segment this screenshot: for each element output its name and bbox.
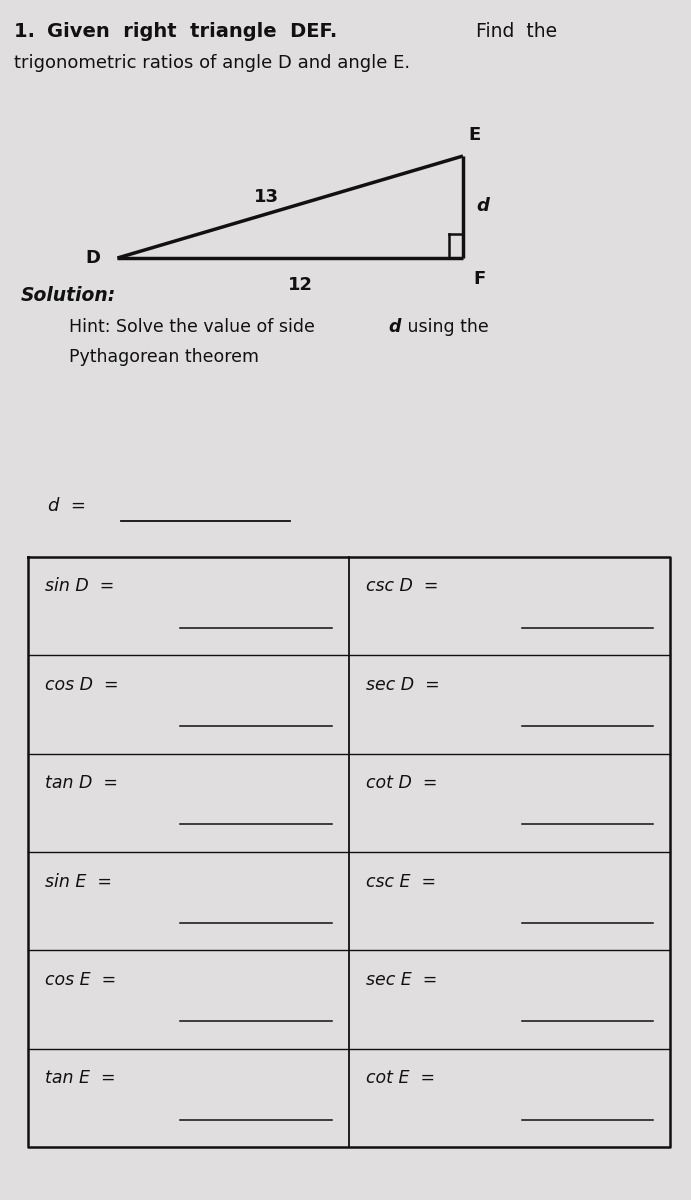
Text: cos E  =: cos E = bbox=[45, 971, 116, 989]
Text: Hint: Solve the value of side: Hint: Solve the value of side bbox=[69, 318, 321, 336]
Text: d: d bbox=[388, 318, 401, 336]
Text: tan E  =: tan E = bbox=[45, 1069, 115, 1087]
Text: using the: using the bbox=[402, 318, 489, 336]
Text: F: F bbox=[473, 270, 486, 288]
Text: csc D  =: csc D = bbox=[366, 577, 439, 595]
Text: sec E  =: sec E = bbox=[366, 971, 437, 989]
Text: cos D  =: cos D = bbox=[45, 676, 118, 694]
Text: D: D bbox=[85, 248, 100, 266]
Text: E: E bbox=[468, 126, 481, 144]
Text: 13: 13 bbox=[254, 187, 278, 206]
Text: d: d bbox=[477, 197, 490, 216]
Text: d  =: d = bbox=[48, 498, 86, 516]
Text: trigonometric ratios of angle D and angle E.: trigonometric ratios of angle D and angl… bbox=[14, 54, 410, 72]
Text: sec D  =: sec D = bbox=[366, 676, 440, 694]
Text: Find  the: Find the bbox=[470, 22, 557, 41]
Text: Solution:: Solution: bbox=[21, 286, 116, 305]
Text: sin E  =: sin E = bbox=[45, 872, 112, 890]
Text: 1.: 1. bbox=[14, 22, 41, 41]
Text: tan D  =: tan D = bbox=[45, 774, 117, 792]
Text: csc E  =: csc E = bbox=[366, 872, 436, 890]
Text: Pythagorean theorem: Pythagorean theorem bbox=[69, 348, 259, 366]
Text: sin D  =: sin D = bbox=[45, 577, 114, 595]
Text: Given  right  triangle  DEF.: Given right triangle DEF. bbox=[47, 22, 337, 41]
Text: 12: 12 bbox=[288, 276, 313, 294]
Text: cot E  =: cot E = bbox=[366, 1069, 435, 1087]
Text: cot D  =: cot D = bbox=[366, 774, 437, 792]
